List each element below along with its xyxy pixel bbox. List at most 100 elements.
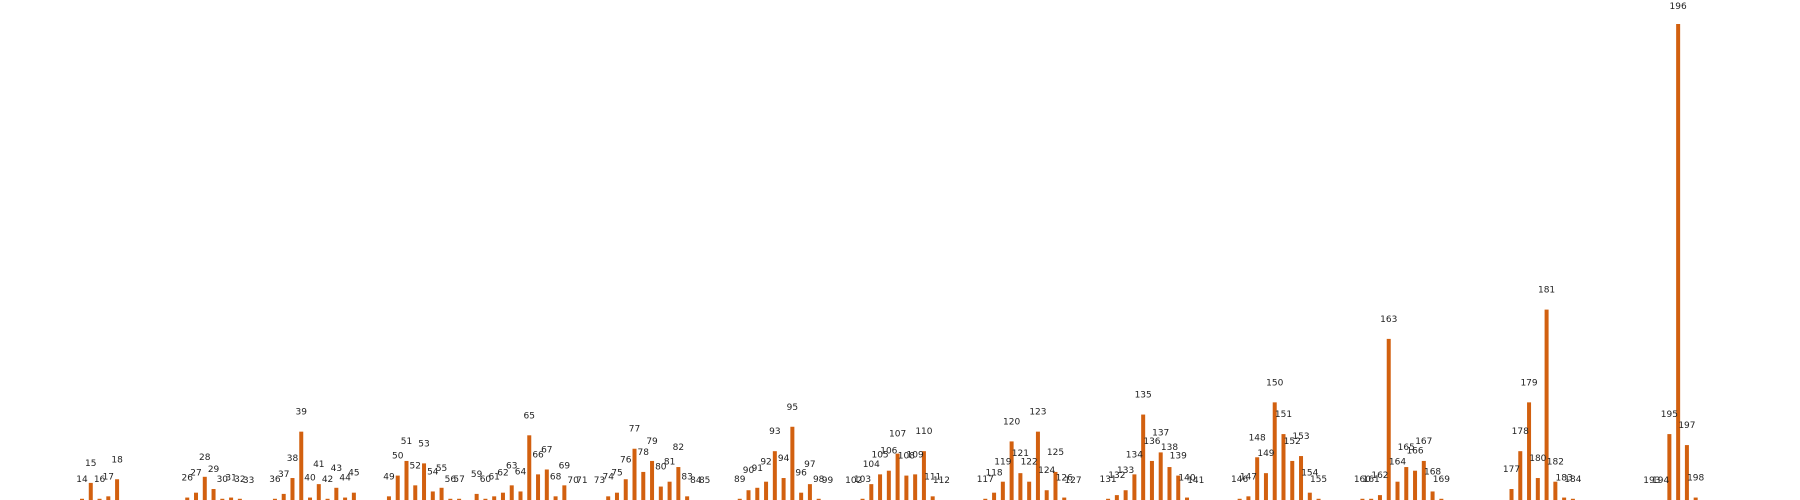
bar-154 bbox=[1307, 492, 1312, 500]
bar-label-55: 55 bbox=[436, 464, 447, 474]
bar-120 bbox=[1009, 441, 1014, 500]
bar-label-198: 198 bbox=[1687, 474, 1704, 484]
bar-label-151: 151 bbox=[1275, 410, 1292, 420]
bar-label-146: 146 bbox=[1231, 475, 1248, 485]
bar-81 bbox=[667, 481, 672, 500]
bar-77 bbox=[632, 448, 637, 500]
bar-126 bbox=[1062, 497, 1067, 500]
bar-label-121: 121 bbox=[1012, 449, 1029, 459]
bar-40 bbox=[308, 497, 313, 500]
bar-label-124: 124 bbox=[1038, 466, 1055, 476]
bar-75 bbox=[614, 492, 619, 500]
bar-label-132: 132 bbox=[1108, 471, 1125, 481]
bar-28 bbox=[202, 476, 207, 500]
bar-label-193: 193 bbox=[1643, 476, 1660, 486]
bar-103 bbox=[860, 498, 865, 500]
bar-label-98: 98 bbox=[813, 475, 825, 485]
bar-label-119: 119 bbox=[994, 458, 1011, 468]
bar-135 bbox=[1141, 414, 1146, 500]
bar-label-123: 123 bbox=[1029, 408, 1046, 418]
bar-label-27: 27 bbox=[190, 469, 201, 479]
bar-label-28: 28 bbox=[199, 453, 211, 463]
bar-label-14: 14 bbox=[76, 475, 88, 485]
bar-label-109: 109 bbox=[907, 450, 924, 460]
bar-56 bbox=[448, 498, 453, 500]
bar-184 bbox=[1570, 498, 1575, 500]
bar-92 bbox=[764, 481, 769, 500]
bar-76 bbox=[623, 479, 628, 500]
bar-181 bbox=[1544, 309, 1549, 500]
bar-197 bbox=[1684, 445, 1689, 500]
bar-111 bbox=[930, 496, 935, 500]
bar-label-93: 93 bbox=[769, 427, 780, 437]
bar-label-30: 30 bbox=[217, 475, 229, 485]
bar-89 bbox=[737, 498, 742, 500]
bar-16 bbox=[97, 498, 102, 500]
bar-label-73: 73 bbox=[594, 476, 605, 486]
bar-164 bbox=[1395, 481, 1400, 500]
bar-31 bbox=[229, 497, 234, 500]
bar-52 bbox=[413, 485, 418, 500]
bar-180 bbox=[1535, 478, 1540, 500]
bar-label-33: 33 bbox=[243, 476, 254, 486]
bar-label-160: 160 bbox=[1354, 475, 1371, 485]
bar-label-43: 43 bbox=[331, 464, 342, 474]
bar-133 bbox=[1123, 490, 1128, 500]
bar-label-97: 97 bbox=[804, 460, 815, 470]
bar-131 bbox=[1106, 498, 1111, 500]
bar-label-195: 195 bbox=[1661, 410, 1678, 420]
bar-label-18: 18 bbox=[111, 455, 123, 465]
bar-label-42: 42 bbox=[322, 475, 333, 485]
bar-label-78: 78 bbox=[638, 448, 650, 458]
bar-label-68: 68 bbox=[550, 472, 562, 482]
bar-label-164: 164 bbox=[1389, 458, 1406, 468]
bar-106 bbox=[886, 470, 891, 500]
bar-27 bbox=[194, 492, 199, 500]
bar-149 bbox=[1263, 473, 1268, 500]
bar-label-162: 162 bbox=[1371, 471, 1388, 481]
bar-97 bbox=[807, 484, 812, 500]
bar-196 bbox=[1676, 24, 1681, 500]
bar-124 bbox=[1044, 490, 1049, 500]
bar-140 bbox=[1185, 497, 1190, 500]
bar-60 bbox=[483, 498, 488, 500]
bar-label-102: 102 bbox=[845, 476, 862, 486]
bar-119 bbox=[1000, 481, 1005, 500]
bar-150 bbox=[1272, 402, 1277, 500]
bar-195 bbox=[1667, 434, 1672, 500]
bar-label-165: 165 bbox=[1398, 443, 1415, 453]
bar-153 bbox=[1299, 456, 1304, 500]
bar-label-38: 38 bbox=[287, 454, 299, 464]
bar-label-29: 29 bbox=[208, 465, 220, 475]
bar-label-90: 90 bbox=[743, 466, 755, 476]
bar-label-62: 62 bbox=[497, 469, 508, 479]
bar-165 bbox=[1404, 467, 1409, 500]
bar-label-112: 112 bbox=[933, 476, 950, 486]
bar-151 bbox=[1281, 434, 1286, 500]
bar-39 bbox=[299, 431, 304, 500]
bar-label-110: 110 bbox=[915, 427, 932, 437]
bar-79 bbox=[650, 460, 655, 500]
bar-label-91: 91 bbox=[752, 464, 763, 474]
bar-57 bbox=[457, 498, 462, 500]
bar-168 bbox=[1430, 491, 1435, 500]
bar-83 bbox=[685, 496, 690, 500]
bar-label-66: 66 bbox=[532, 450, 544, 460]
bar-label-137: 137 bbox=[1152, 428, 1169, 438]
bar-91 bbox=[755, 487, 760, 500]
bar-label-54: 54 bbox=[427, 467, 439, 477]
bar-label-76: 76 bbox=[620, 455, 632, 465]
bar-148 bbox=[1255, 457, 1260, 500]
bar-label-183: 183 bbox=[1556, 474, 1573, 484]
bar-label-181: 181 bbox=[1538, 286, 1555, 296]
bar-label-99: 99 bbox=[822, 476, 834, 486]
bar-66 bbox=[536, 474, 541, 500]
bar-label-60: 60 bbox=[480, 475, 492, 485]
bar-label-15: 15 bbox=[85, 459, 96, 469]
bar-label-184: 184 bbox=[1564, 475, 1581, 485]
bar-label-92: 92 bbox=[760, 458, 771, 468]
bar-49 bbox=[386, 496, 391, 500]
bar-136 bbox=[1149, 460, 1154, 500]
bar-label-16: 16 bbox=[94, 475, 106, 485]
